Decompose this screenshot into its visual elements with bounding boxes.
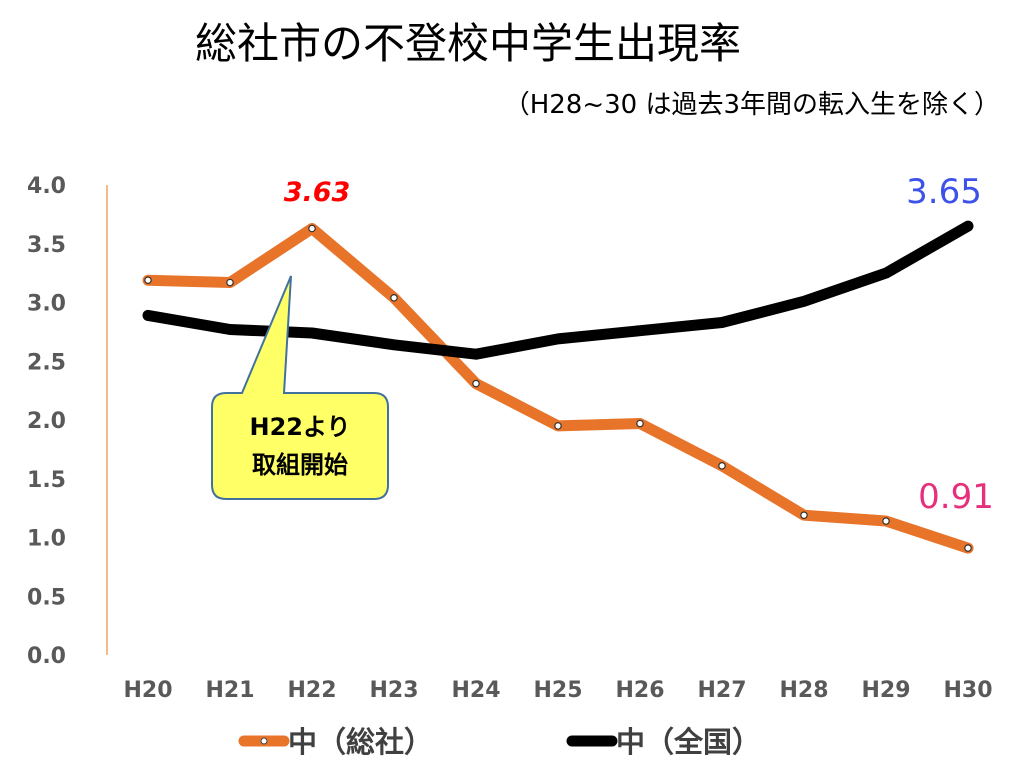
x-tick-label: H30 xyxy=(943,678,992,703)
data-point xyxy=(718,462,726,470)
callout: H22より 取組開始 xyxy=(211,275,389,500)
y-tick-label: 0.0 xyxy=(27,644,66,669)
annotation-latest-national: 3.65 xyxy=(906,172,982,212)
callout-line-2: 取組開始 xyxy=(252,451,348,479)
x-tick-label: H26 xyxy=(615,678,664,703)
legend-item-soja: 中（総社） xyxy=(238,725,433,759)
annotation-latest-soja: 0.91 xyxy=(918,477,994,517)
data-point xyxy=(964,544,972,552)
data-point xyxy=(636,419,644,428)
y-tick-label: 1.0 xyxy=(27,527,66,552)
y-tick-label: 0.5 xyxy=(27,585,66,610)
y-tick-label: 2.0 xyxy=(27,409,66,434)
series-markers xyxy=(144,224,972,552)
legend-label-national: 中（全国） xyxy=(616,725,761,759)
data-point xyxy=(554,422,562,430)
data-point xyxy=(226,278,234,287)
x-tick-label: H21 xyxy=(205,678,254,703)
x-tick-label: H27 xyxy=(697,678,746,703)
y-tick-label: 4.0 xyxy=(27,174,66,199)
callout-line-1: H22より xyxy=(249,413,350,441)
x-tick-label: H23 xyxy=(369,678,418,703)
data-point xyxy=(390,293,398,302)
x-tick-label: H22 xyxy=(287,678,336,703)
data-point xyxy=(882,517,890,525)
y-tick-label: 3.5 xyxy=(27,233,66,258)
callout-bubble xyxy=(211,275,389,500)
legend-item-national: 中（全国） xyxy=(566,725,761,759)
y-tick-label: 2.5 xyxy=(27,350,66,375)
data-point xyxy=(308,224,316,233)
y-tick-label: 3.0 xyxy=(27,292,66,317)
y-tick-labels: 0.0 0.5 1.0 1.5 2.0 2.5 3.0 3.5 4.0 xyxy=(27,174,66,669)
legend-label-soja: 中（総社） xyxy=(288,725,433,759)
legend-marker-soja xyxy=(260,737,268,745)
data-point xyxy=(144,276,152,284)
data-point xyxy=(800,511,808,519)
chart-title: 総社市の不登校中学生出現率 xyxy=(195,19,741,68)
y-tick-label: 1.5 xyxy=(27,468,66,493)
data-point xyxy=(472,379,480,388)
annotation-peak-soja: 3.63 xyxy=(284,177,351,208)
x-tick-labels: H20 H21 H22 H23 H24 H25 H26 H27 H28 H29 H30 xyxy=(123,678,992,703)
x-tick-label: H28 xyxy=(779,678,828,703)
legend: 中（総社） 中（全国） xyxy=(238,725,761,759)
x-tick-label: H24 xyxy=(451,678,500,703)
x-tick-label: H25 xyxy=(533,678,582,703)
x-tick-label: H20 xyxy=(123,678,172,703)
chart-subtitle: （H28~30 は過去3年間の転入生を除く） xyxy=(504,90,1000,120)
x-tick-label: H29 xyxy=(861,678,910,703)
